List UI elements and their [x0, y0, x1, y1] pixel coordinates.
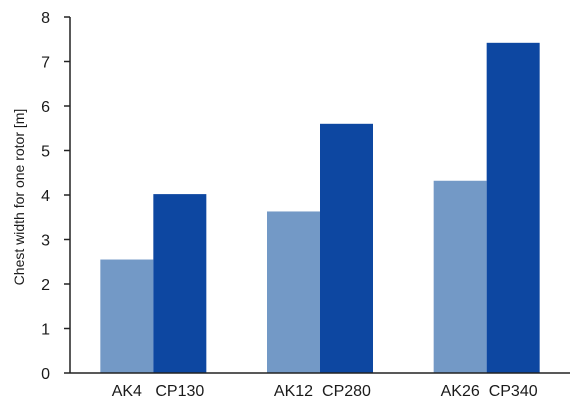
x-category-label: CP340 [489, 383, 538, 400]
bar-cp340 [486, 42, 540, 374]
bar-ak12 [267, 211, 320, 373]
bar-ak4 [100, 259, 154, 373]
x-axis-labels: AK4 CP130 AK12 CP280 AK26 CP340 [112, 383, 538, 400]
x-category-label: AK12 [274, 383, 313, 400]
y-tick-label: 8 [41, 10, 50, 27]
y-axis-ticks: 0 1 2 3 4 5 6 7 8 [41, 10, 70, 383]
bars-group [100, 42, 540, 374]
bar-cp280 [320, 123, 373, 373]
y-tick-label: 2 [41, 277, 50, 294]
x-category-label: AK26 [441, 383, 480, 400]
y-tick-label: 4 [41, 188, 50, 205]
y-tick-label: 0 [41, 366, 50, 383]
y-tick-label: 5 [41, 144, 50, 161]
x-category-label: AK4 [112, 383, 142, 400]
y-axis-title: Chest width for one rotor [m] [11, 109, 27, 286]
bar-cp130 [153, 194, 207, 373]
x-category-label: CP280 [322, 383, 371, 400]
y-tick-label: 1 [41, 322, 50, 339]
x-category-label: CP130 [155, 383, 204, 400]
y-tick-label: 6 [41, 99, 50, 116]
bar-ak26 [433, 180, 487, 373]
y-tick-label: 7 [41, 55, 50, 72]
y-tick-label: 3 [41, 233, 50, 250]
